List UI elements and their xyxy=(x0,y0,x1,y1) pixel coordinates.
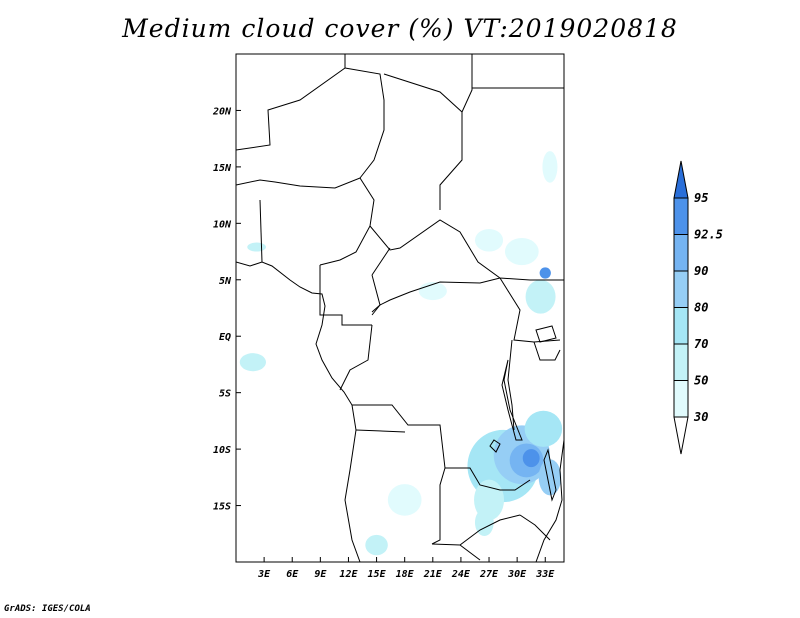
x-tick-label: 15E xyxy=(368,569,387,580)
x-tick-label: 27E xyxy=(479,569,499,580)
y-tick-label: 15N xyxy=(213,163,232,174)
axis-ticks: 3E 6E 9E 12E 15E 18E 21E 24E 27E 30E 33E 20N 15N 10N 5… xyxy=(212,106,555,580)
colorbar-segment xyxy=(673,380,689,418)
colorbar-lower-arrow xyxy=(673,416,689,455)
cloud-patch xyxy=(524,410,563,447)
lake-mweru xyxy=(489,439,501,453)
x-tick-label: 6E xyxy=(286,569,299,580)
y-tick-label: EQ xyxy=(219,332,231,343)
x-tick-label: 33E xyxy=(535,569,555,580)
cloud-patch xyxy=(542,151,558,183)
map-title: Medium cloud cover (%) VT:2019020818 xyxy=(122,14,678,43)
y-tick-label: 5N xyxy=(219,276,232,287)
cloud-patch xyxy=(522,449,540,468)
colorbar-label: 95 xyxy=(694,191,708,205)
colorbar-label: 90 xyxy=(694,264,708,278)
cloud-patch xyxy=(247,242,266,252)
lake-tanganyika xyxy=(501,359,523,441)
east-coastline xyxy=(535,439,564,562)
cloud-patch xyxy=(539,267,551,279)
y-tick-label: 20N xyxy=(212,106,232,117)
x-tick-label: 9E xyxy=(314,569,327,580)
colorbar-segment xyxy=(673,197,689,235)
x-tick-label: 18E xyxy=(396,569,415,580)
x-tick-label: 21E xyxy=(423,569,443,580)
y-tick-label: 10S xyxy=(213,445,231,456)
colorbar-segment xyxy=(673,343,689,381)
colorbar-segment xyxy=(673,234,689,272)
lake-malawi xyxy=(543,448,557,502)
cloud-patch xyxy=(365,534,388,556)
colorbar-segment xyxy=(673,270,689,308)
y-tick-label: 5S xyxy=(219,389,231,400)
country-borders xyxy=(236,54,564,562)
cloud-patch xyxy=(387,484,422,516)
coastline xyxy=(236,261,361,562)
colorbar-label: 70 xyxy=(694,337,708,351)
colorbar-label: 50 xyxy=(694,374,708,388)
y-tick-label: 15S xyxy=(213,502,231,513)
cloud-patch xyxy=(525,279,556,314)
colorbar-label: 30 xyxy=(693,410,708,424)
colorbar-label: 80 xyxy=(694,301,708,315)
cloud-patch xyxy=(504,238,539,266)
x-tick-label: 30E xyxy=(507,569,527,580)
cloud-patch xyxy=(239,353,266,372)
cloud-cover-layer xyxy=(239,151,563,556)
colorbar-upper-arrow xyxy=(673,160,689,199)
lake-victoria xyxy=(535,325,557,343)
x-tick-label: 3E xyxy=(257,569,271,580)
cloud-patch xyxy=(474,228,504,252)
colorbar-segment xyxy=(673,307,689,345)
grads-credit: GrADS: IGES/COLA xyxy=(4,604,91,614)
colorbar-label: 92.5 xyxy=(694,228,723,242)
x-tick-label: 24E xyxy=(451,569,471,580)
colorbar: 30 50 70 80 90 92.5 95 xyxy=(673,160,723,455)
y-tick-label: 10N xyxy=(213,219,232,230)
map-frame xyxy=(235,53,565,563)
cloud-patch xyxy=(474,508,494,537)
x-tick-label: 12E xyxy=(339,569,358,580)
